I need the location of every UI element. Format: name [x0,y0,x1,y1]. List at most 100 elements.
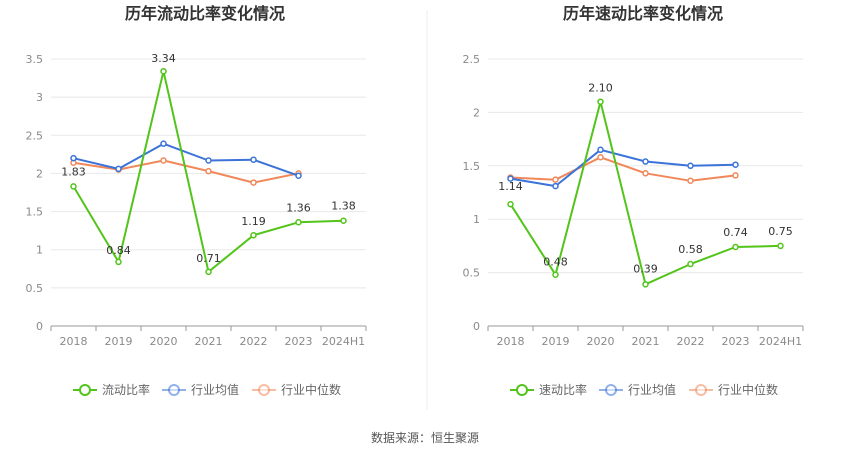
data-point [205,167,212,175]
data-label: 1.36 [286,201,311,214]
y-tick-label: 1 [473,213,480,226]
data-point [295,219,302,226]
legend-label: 流动比率 [102,382,150,397]
data-source: 数据来源：恒生聚源 [371,430,479,445]
data-point [732,161,739,168]
data-label: 0.58 [678,243,703,256]
y-tick-label: 2 [36,167,43,180]
chart-2: 历年速动比率变化情况 0 0.5 1 1.5 2 2.5 2018 2019 2020 2021 20… [463,4,804,397]
y-tick-label: 0.5 [463,267,481,280]
x-tick-label: 2023 [722,335,750,348]
y-tick-label: 0 [36,320,43,333]
y-tick-label: 0 [473,320,480,333]
chart-title: 历年速动比率变化情况 [563,4,723,23]
data-point [642,170,649,177]
legend-item-1[interactable]: 流动比率 [73,382,150,397]
data-point [250,156,257,163]
x-tick-label: 2024H1 [759,335,802,348]
legend-item-3[interactable]: 行业中位数 [689,382,778,397]
series-line-2 [73,142,299,177]
data-point [597,146,604,154]
x-tick-label: 2021 [195,335,223,348]
chart-title: 历年流动比率变化情况 [125,4,285,23]
data-point [687,162,694,170]
legend-label: 行业中位数 [281,382,341,397]
data-point [70,154,77,162]
data-label: 0.75 [768,225,793,238]
data-point [597,98,604,105]
data-label: 1.38 [331,200,356,213]
data-point [552,271,559,278]
y-tick-label: 2.5 [463,53,481,66]
series-line-3 [510,156,736,182]
data-label: 2.10 [588,82,613,95]
data-point [687,177,694,185]
data-point [507,175,514,182]
x-tick-label: 2024H1 [322,335,365,348]
data-label: 3.34 [151,52,176,65]
data-label: 0.39 [633,262,658,275]
data-point [160,157,167,164]
data-point [642,281,649,288]
data-point [250,179,257,186]
data-point [295,172,302,179]
x-tick-label: 2019 [105,335,133,348]
y-tick-label: 3.5 [26,53,44,66]
data-point [340,217,347,224]
data-label: 0.48 [543,256,568,269]
x-tick-label: 2021 [632,335,660,348]
data-point [777,242,784,250]
data-point [642,158,649,165]
legend-item-2[interactable]: 行业均值 [162,382,239,397]
legend-item-3[interactable]: 行业中位数 [252,382,341,397]
y-tick-label: 2.5 [26,129,44,142]
chart-1: 历年流动比率变化情况 0 0.5 1 1.5 2 2.5 3 3.5 2018 2019 2020 20… [26,4,367,397]
legend-marker [605,384,617,396]
data-point [115,165,122,173]
legend-label: 行业中位数 [718,382,778,397]
legend-marker [79,384,91,396]
data-point [552,182,559,190]
y-tick-label: 1.5 [26,206,44,219]
y-tick-label: 1 [36,244,43,257]
x-tick-label: 2018 [60,335,88,348]
data-label: 1.19 [241,215,266,228]
data-point [732,172,739,179]
data-point [205,157,212,164]
series-line-3 [73,159,299,184]
data-label: 0.84 [106,244,131,257]
x-tick-label: 2019 [542,335,570,348]
data-point [507,200,514,208]
legend-marker [695,384,707,396]
legend-item-1[interactable]: 速动比率 [510,382,587,397]
legend-marker [258,384,270,396]
legend-label: 行业均值 [628,382,676,397]
y-tick-label: 3 [36,91,43,104]
x-tick-label: 2020 [150,335,178,348]
data-point [250,231,257,239]
legend-marker [516,384,528,396]
data-point [70,183,77,190]
legend-marker [168,384,180,396]
legend-label: 行业均值 [191,382,239,397]
data-point [160,67,167,75]
x-tick-label: 2018 [497,335,525,348]
legend-label: 速动比率 [539,382,587,397]
data-label: 1.14 [498,180,523,193]
y-tick-label: 0.5 [26,282,44,295]
data-label: 0.71 [196,252,221,265]
data-point [687,260,694,268]
data-point [115,258,122,266]
data-label: 1.83 [61,165,86,178]
y-tick-label: 1.5 [463,160,481,173]
legend-item-2[interactable]: 行业均值 [599,382,676,397]
x-tick-label: 2020 [587,335,615,348]
data-point [205,268,212,276]
data-point [597,154,604,161]
x-tick-label: 2022 [240,335,268,348]
data-point [552,176,559,183]
x-tick-label: 2023 [285,335,313,348]
y-tick-label: 2 [473,106,480,119]
series-line-2 [510,148,736,188]
